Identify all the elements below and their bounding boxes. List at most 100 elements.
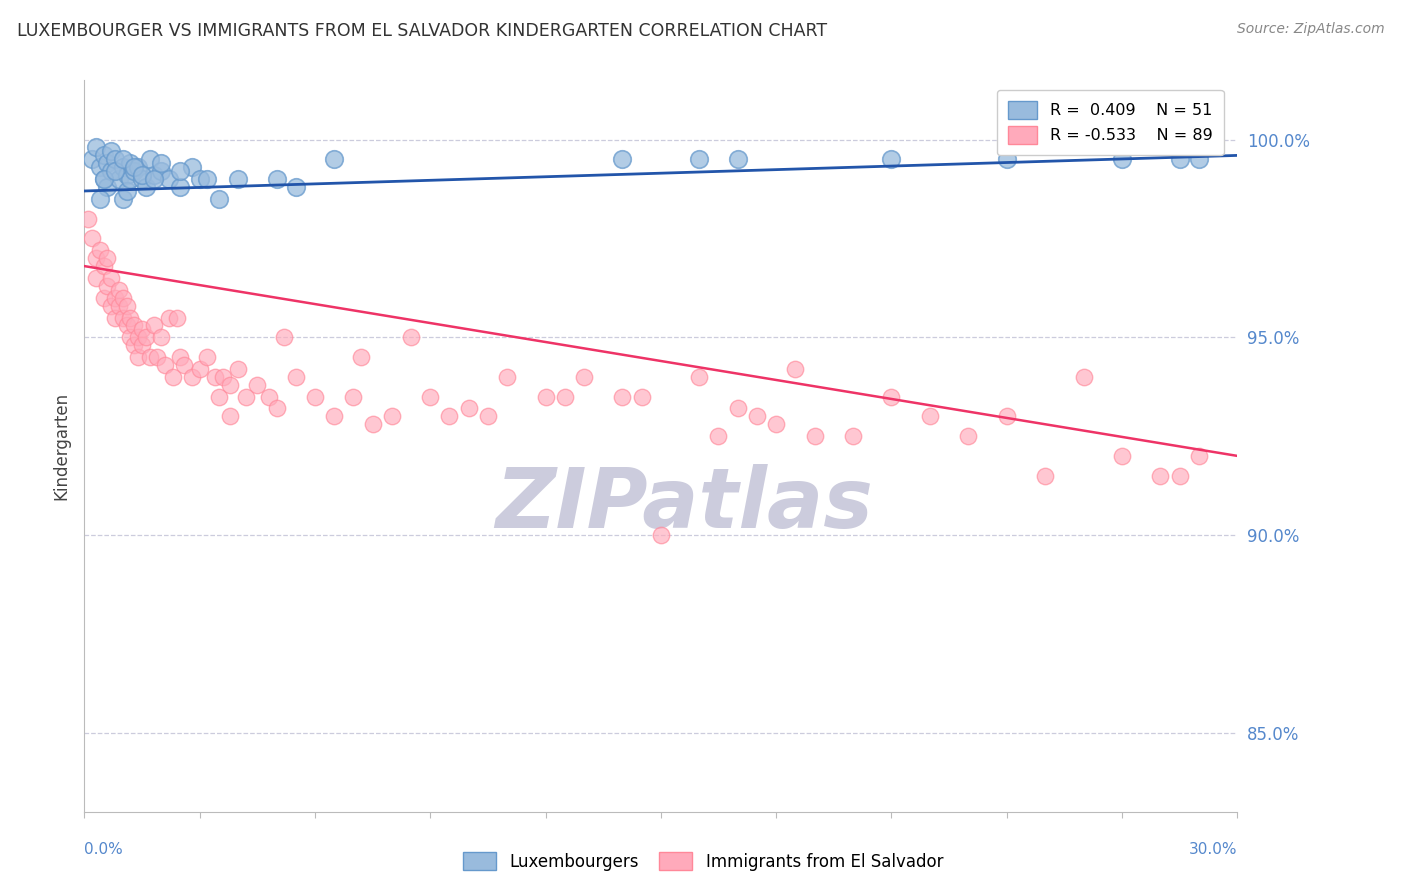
Point: [124, 161, 146, 175]
Point: [169, 180, 191, 194]
Point: [96, 251, 118, 265]
Point: [208, 390, 231, 404]
Point: [273, 330, 295, 344]
Point: [612, 153, 634, 167]
Point: [266, 401, 288, 416]
Point: [96, 278, 118, 293]
Point: [150, 330, 173, 344]
Point: [131, 168, 153, 182]
Point: [131, 172, 153, 186]
Point: [93, 172, 115, 186]
Point: [226, 362, 249, 376]
Point: [765, 417, 787, 432]
Point: [208, 192, 231, 206]
Point: [108, 172, 131, 186]
Point: [399, 330, 422, 344]
Point: [120, 156, 142, 170]
Point: [1149, 468, 1171, 483]
Point: [173, 358, 195, 372]
Point: [80, 231, 103, 245]
Point: [120, 330, 142, 344]
Point: [842, 429, 865, 443]
Point: [457, 401, 479, 416]
Point: [111, 310, 134, 325]
Point: [115, 168, 138, 182]
Point: [127, 350, 149, 364]
Point: [342, 390, 364, 404]
Point: [127, 161, 149, 175]
Point: [572, 369, 595, 384]
Y-axis label: Kindergarten: Kindergarten: [52, 392, 70, 500]
Point: [162, 369, 184, 384]
Point: [142, 172, 165, 186]
Point: [554, 390, 576, 404]
Point: [111, 153, 134, 167]
Point: [104, 310, 127, 325]
Point: [135, 180, 157, 194]
Point: [1033, 468, 1056, 483]
Text: ZIPatlas: ZIPatlas: [495, 464, 873, 545]
Point: [124, 338, 146, 352]
Point: [204, 369, 226, 384]
Point: [323, 409, 346, 424]
Point: [727, 401, 749, 416]
Point: [127, 330, 149, 344]
Point: [381, 409, 404, 424]
Point: [650, 528, 672, 542]
Point: [84, 271, 107, 285]
Point: [100, 299, 122, 313]
Point: [93, 148, 115, 162]
Point: [111, 161, 134, 175]
Point: [135, 330, 157, 344]
Point: [150, 164, 173, 178]
Point: [284, 369, 307, 384]
Point: [150, 156, 173, 170]
Point: [108, 283, 131, 297]
Point: [188, 172, 211, 186]
Point: [785, 362, 807, 376]
Point: [707, 429, 730, 443]
Point: [120, 172, 142, 186]
Legend: Luxembourgers, Immigrants from El Salvador: Luxembourgers, Immigrants from El Salvad…: [454, 844, 952, 880]
Text: 30.0%: 30.0%: [1189, 842, 1237, 857]
Point: [142, 168, 165, 182]
Point: [688, 369, 710, 384]
Point: [169, 350, 191, 364]
Point: [146, 350, 169, 364]
Point: [104, 153, 127, 167]
Point: [153, 358, 176, 372]
Point: [1168, 153, 1191, 167]
Point: [89, 192, 111, 206]
Point: [115, 184, 138, 198]
Point: [93, 172, 115, 186]
Point: [138, 350, 160, 364]
Point: [612, 390, 634, 404]
Point: [157, 310, 180, 325]
Point: [219, 377, 242, 392]
Point: [80, 153, 103, 167]
Legend: R =  0.409    N = 51, R = -0.533    N = 89: R = 0.409 N = 51, R = -0.533 N = 89: [997, 90, 1223, 155]
Point: [419, 390, 441, 404]
Point: [89, 161, 111, 175]
Point: [304, 390, 326, 404]
Point: [89, 244, 111, 258]
Point: [166, 310, 188, 325]
Point: [880, 153, 903, 167]
Point: [120, 310, 142, 325]
Point: [226, 172, 249, 186]
Point: [181, 369, 204, 384]
Point: [111, 192, 134, 206]
Point: [1111, 153, 1133, 167]
Point: [188, 362, 211, 376]
Point: [115, 318, 138, 333]
Point: [104, 291, 127, 305]
Point: [439, 409, 461, 424]
Point: [131, 322, 153, 336]
Point: [745, 409, 768, 424]
Point: [108, 299, 131, 313]
Point: [124, 318, 146, 333]
Point: [138, 153, 160, 167]
Point: [727, 153, 749, 167]
Point: [93, 259, 115, 273]
Point: [142, 318, 165, 333]
